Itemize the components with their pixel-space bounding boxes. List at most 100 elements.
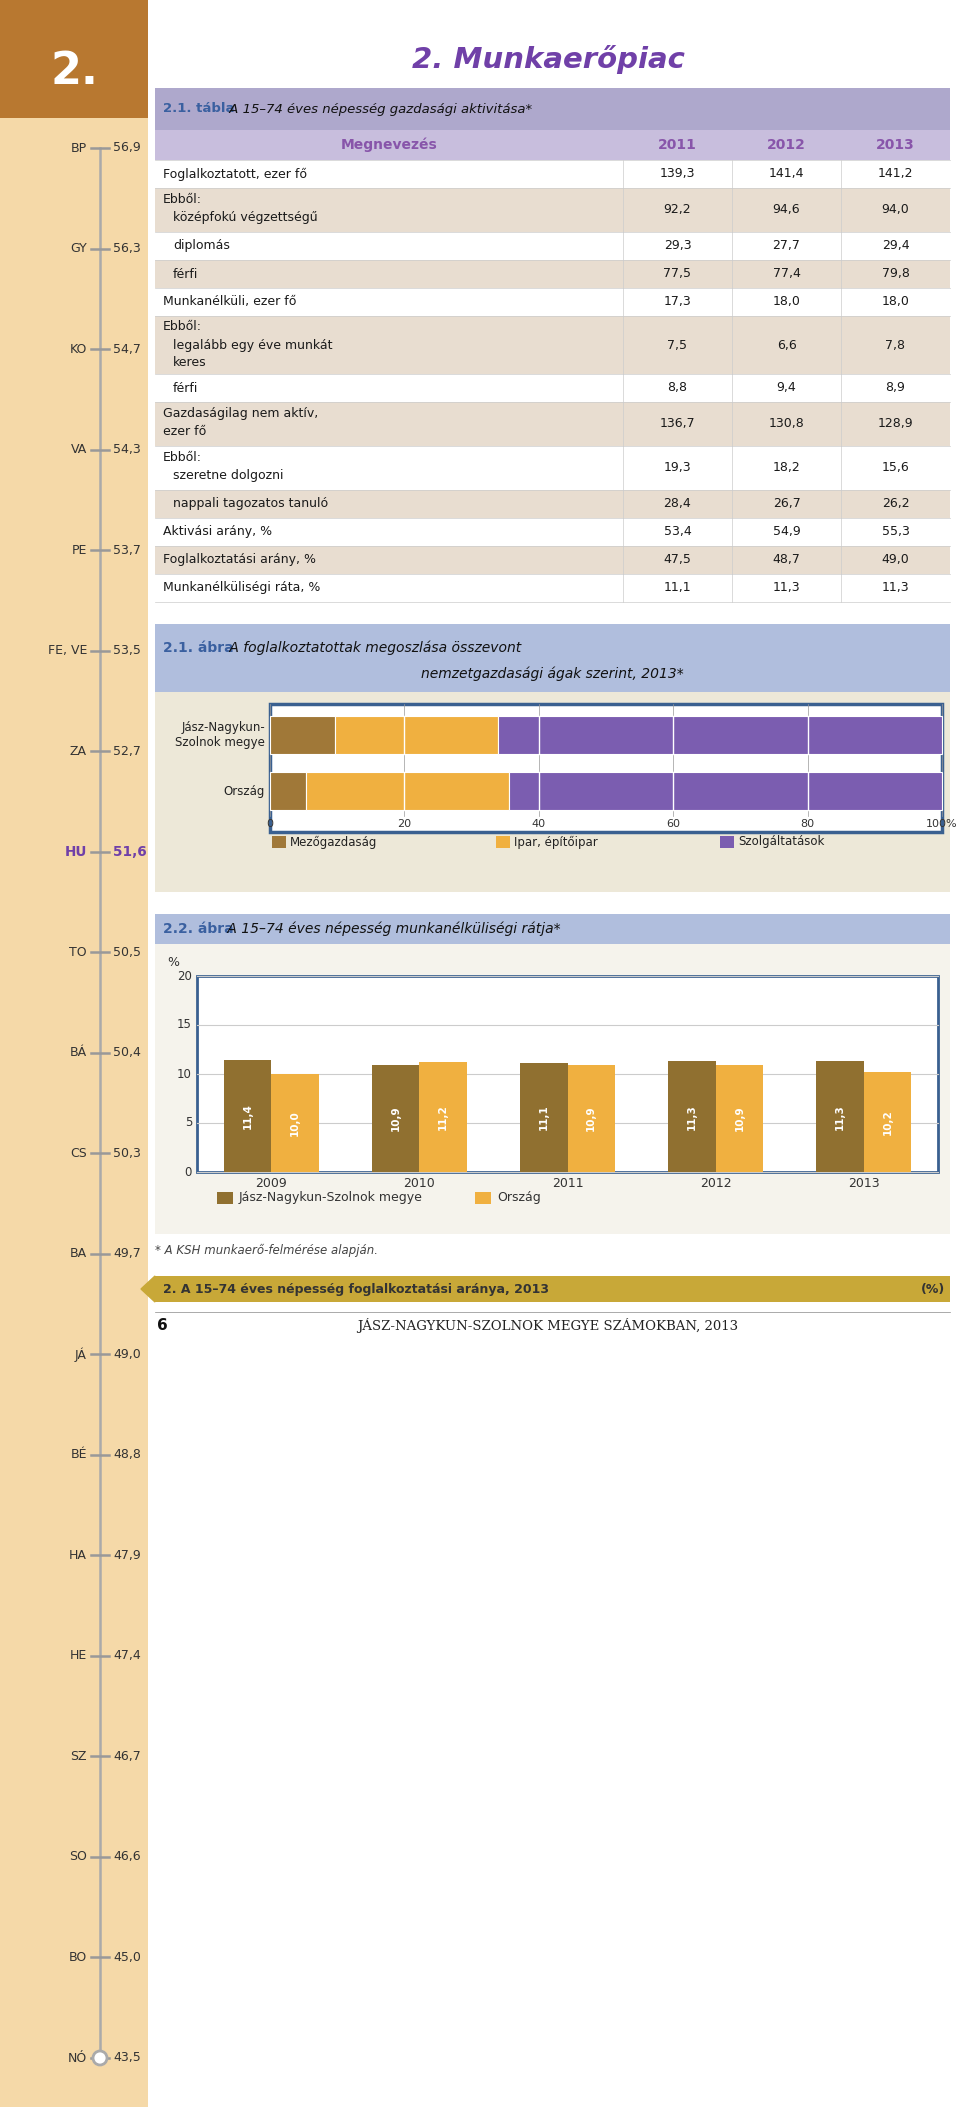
Text: 48,8: 48,8 <box>113 1448 141 1462</box>
Text: 43,5: 43,5 <box>113 2052 141 2065</box>
Text: Ipar, építőipar: Ipar, építőipar <box>514 834 598 849</box>
Bar <box>272 836 286 847</box>
Text: szeretne dolgozni: szeretne dolgozni <box>173 470 283 483</box>
Text: 2011: 2011 <box>552 1178 584 1190</box>
Bar <box>197 976 938 1171</box>
Text: Aktivási arány, %: Aktivási arány, % <box>163 525 272 539</box>
Text: 11,1: 11,1 <box>663 582 691 594</box>
Bar <box>668 1062 716 1171</box>
Text: Munkanélküli, ezer fő: Munkanélküli, ezer fő <box>163 295 297 308</box>
Text: A 15–74 éves népesség gazdasági aktivitása*: A 15–74 éves népesség gazdasági aktivitá… <box>225 103 532 116</box>
Text: 27,7: 27,7 <box>773 240 801 253</box>
Bar <box>155 131 950 160</box>
Text: 47,4: 47,4 <box>113 1650 141 1662</box>
Bar <box>420 1062 467 1171</box>
Text: JÁSZ-NAGYKUN-SZOLNOK MEGYE SZÁMOKBAN, 2013: JÁSZ-NAGYKUN-SZOLNOK MEGYE SZÁMOKBAN, 20… <box>357 1319 738 1334</box>
Text: 8,8: 8,8 <box>667 381 687 394</box>
Circle shape <box>93 2050 107 2065</box>
Text: ZA: ZA <box>70 744 87 759</box>
Text: SO: SO <box>69 1850 87 1863</box>
Text: %: % <box>167 957 179 969</box>
Text: 2.1. tábla: 2.1. tábla <box>163 103 234 116</box>
Text: 20: 20 <box>397 820 412 828</box>
Text: Foglalkoztatási arány, %: Foglalkoztatási arány, % <box>163 554 316 567</box>
Text: 2.: 2. <box>50 51 98 93</box>
Text: 7,8: 7,8 <box>885 339 905 352</box>
Text: A foglalkoztatottak megoszlása összevont: A foglalkoztatottak megoszlása összevont <box>225 641 521 655</box>
Text: 6: 6 <box>157 1319 168 1334</box>
Text: 10,9: 10,9 <box>734 1106 744 1131</box>
Text: FE, VE: FE, VE <box>48 645 87 657</box>
Text: 6,6: 6,6 <box>777 339 797 352</box>
Text: 46,7: 46,7 <box>113 1751 141 1764</box>
Text: 54,9: 54,9 <box>773 525 801 539</box>
Bar <box>567 1066 615 1171</box>
Text: BP: BP <box>71 141 87 154</box>
Text: férfi: férfi <box>173 268 199 280</box>
Text: 45,0: 45,0 <box>113 1951 141 1964</box>
Bar <box>270 716 335 754</box>
Text: 10: 10 <box>178 1068 192 1081</box>
Bar <box>716 1066 763 1171</box>
Text: 2. Munkaerőpiac: 2. Munkaerőpiac <box>412 46 684 74</box>
Text: 2. A 15–74 éves népesség foglalkoztatási aránya, 2013: 2. A 15–74 éves népesség foglalkoztatási… <box>163 1283 549 1296</box>
Bar <box>155 491 950 518</box>
Text: 2012: 2012 <box>700 1178 732 1190</box>
Text: BÁ: BÁ <box>70 1047 87 1060</box>
Bar <box>155 188 950 232</box>
Text: 11,3: 11,3 <box>687 1104 697 1129</box>
Text: 77,4: 77,4 <box>773 268 801 280</box>
Text: 2011: 2011 <box>658 137 697 152</box>
Text: Foglalkoztatott, ezer fő: Foglalkoztatott, ezer fő <box>163 166 307 181</box>
Text: férfi: férfi <box>173 381 199 394</box>
Text: BA: BA <box>70 1247 87 1260</box>
Text: CS: CS <box>70 1146 87 1159</box>
Polygon shape <box>141 1277 155 1302</box>
Bar <box>498 716 942 754</box>
Text: 56,3: 56,3 <box>113 242 141 255</box>
Text: 2013: 2013 <box>848 1178 879 1190</box>
Text: TO: TO <box>69 946 87 959</box>
Text: 15: 15 <box>178 1018 192 1032</box>
Text: KO: KO <box>70 343 87 356</box>
Text: 60: 60 <box>666 820 681 828</box>
Text: 47,5: 47,5 <box>663 554 691 567</box>
Text: 50,5: 50,5 <box>113 946 141 959</box>
Text: NÓ: NÓ <box>68 2052 87 2065</box>
Text: 53,4: 53,4 <box>663 525 691 539</box>
Text: 2.2. ábra: 2.2. ábra <box>163 923 233 936</box>
Text: 11,4: 11,4 <box>242 1104 252 1129</box>
Bar <box>372 1066 420 1171</box>
Text: Ország: Ország <box>497 1190 540 1205</box>
Text: 0: 0 <box>267 820 274 828</box>
Text: Ország: Ország <box>224 784 265 799</box>
Text: 0: 0 <box>184 1165 192 1178</box>
Text: 100%: 100% <box>926 820 958 828</box>
Text: 54,7: 54,7 <box>113 343 141 356</box>
Text: 2010: 2010 <box>403 1178 435 1190</box>
Text: 92,2: 92,2 <box>663 204 691 217</box>
Text: 128,9: 128,9 <box>877 417 913 430</box>
Text: 15,6: 15,6 <box>881 461 909 474</box>
Text: Munkanélküliségi ráta, %: Munkanélküliségi ráta, % <box>163 582 321 594</box>
Text: 53,7: 53,7 <box>113 544 141 556</box>
Bar <box>520 1064 567 1171</box>
Text: Jász-Nagykun-
Szolnok megye: Jász-Nagykun- Szolnok megye <box>175 721 265 748</box>
Text: 139,3: 139,3 <box>660 166 695 181</box>
Text: 20: 20 <box>178 969 192 982</box>
Text: 50,3: 50,3 <box>113 1146 141 1159</box>
Bar <box>0 0 148 2107</box>
Text: 19,3: 19,3 <box>663 461 691 474</box>
Text: * A KSH munkaerő-felmérése alapján.: * A KSH munkaerő-felmérése alapján. <box>155 1243 378 1258</box>
Bar <box>155 375 950 402</box>
Text: 8,9: 8,9 <box>885 381 905 394</box>
Text: VA: VA <box>71 442 87 455</box>
Text: 2013: 2013 <box>876 137 915 152</box>
Text: 94,0: 94,0 <box>881 204 909 217</box>
Text: 130,8: 130,8 <box>769 417 804 430</box>
Bar <box>155 316 950 375</box>
Bar <box>864 1072 911 1171</box>
Bar <box>155 289 950 316</box>
Text: 11,3: 11,3 <box>881 582 909 594</box>
Text: 28,4: 28,4 <box>663 497 691 510</box>
